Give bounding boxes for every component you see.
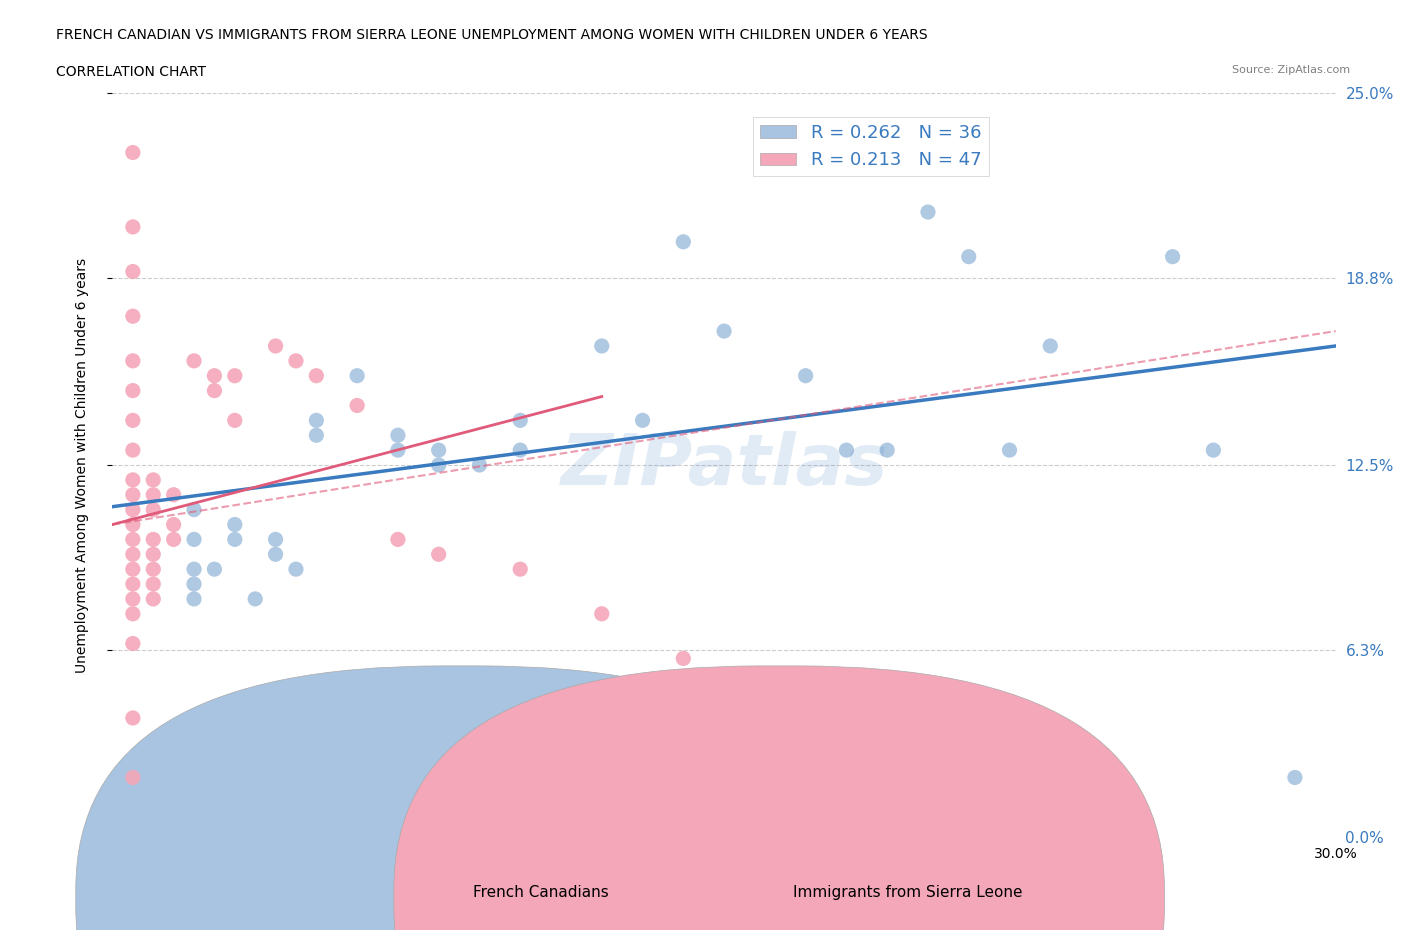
Point — [387, 443, 409, 458]
Point — [122, 562, 145, 577]
Point — [204, 562, 226, 577]
Point — [264, 339, 287, 353]
Point — [917, 711, 939, 725]
Point — [794, 368, 817, 383]
Point — [245, 591, 267, 606]
Point — [672, 651, 695, 666]
Point — [183, 591, 205, 606]
Point — [122, 219, 145, 234]
Point — [224, 517, 246, 532]
Point — [183, 577, 205, 591]
Point — [163, 517, 186, 532]
Point — [122, 770, 145, 785]
Point — [142, 532, 165, 547]
Point — [427, 547, 450, 562]
Point — [183, 502, 205, 517]
Text: Source: ZipAtlas.com: Source: ZipAtlas.com — [1232, 65, 1350, 75]
Point — [142, 547, 165, 562]
Point — [122, 353, 145, 368]
Point — [204, 368, 226, 383]
Point — [142, 562, 165, 577]
Text: ZIPatlas: ZIPatlas — [561, 431, 887, 499]
Point — [509, 443, 531, 458]
Point — [122, 517, 145, 532]
Point — [876, 443, 898, 458]
Point — [1202, 443, 1225, 458]
Point — [672, 234, 695, 249]
Point — [122, 443, 145, 458]
Text: CORRELATION CHART: CORRELATION CHART — [56, 65, 207, 79]
Point — [305, 428, 328, 443]
Point — [122, 577, 145, 591]
Text: French Canadians: French Canadians — [472, 884, 609, 899]
Point — [122, 145, 145, 160]
Point — [998, 443, 1021, 458]
Point — [427, 443, 450, 458]
Point — [122, 487, 145, 502]
Point — [427, 458, 450, 472]
Point — [122, 547, 145, 562]
Point — [224, 368, 246, 383]
Point — [122, 711, 145, 725]
Point — [387, 532, 409, 547]
Point — [346, 398, 368, 413]
FancyBboxPatch shape — [76, 666, 846, 930]
Point — [264, 532, 287, 547]
Point — [142, 487, 165, 502]
Point — [163, 487, 186, 502]
Point — [142, 577, 165, 591]
Point — [122, 472, 145, 487]
Point — [591, 606, 613, 621]
Text: FRENCH CANADIAN VS IMMIGRANTS FROM SIERRA LEONE UNEMPLOYMENT AMONG WOMEN WITH CH: FRENCH CANADIAN VS IMMIGRANTS FROM SIERR… — [56, 28, 928, 42]
Point — [122, 502, 145, 517]
FancyBboxPatch shape — [394, 666, 1164, 930]
Point — [509, 562, 531, 577]
Point — [122, 413, 145, 428]
Point — [305, 413, 328, 428]
Point — [204, 383, 226, 398]
Point — [122, 383, 145, 398]
Point — [183, 532, 205, 547]
Point — [835, 443, 858, 458]
Point — [631, 413, 654, 428]
Point — [264, 547, 287, 562]
Point — [1284, 770, 1306, 785]
Point — [917, 205, 939, 219]
Point — [305, 368, 328, 383]
Point — [713, 324, 735, 339]
Point — [224, 413, 246, 428]
Point — [183, 353, 205, 368]
Point — [346, 368, 368, 383]
Point — [163, 532, 186, 547]
Point — [122, 606, 145, 621]
Point — [387, 428, 409, 443]
Point — [122, 591, 145, 606]
Point — [183, 562, 205, 577]
Point — [468, 458, 491, 472]
Point — [142, 472, 165, 487]
Point — [122, 264, 145, 279]
Point — [509, 413, 531, 428]
Legend: R = 0.262   N = 36, R = 0.213   N = 47: R = 0.262 N = 36, R = 0.213 N = 47 — [754, 117, 988, 177]
Point — [284, 562, 308, 577]
Point — [122, 532, 145, 547]
Point — [591, 339, 613, 353]
Point — [122, 309, 145, 324]
Point — [142, 591, 165, 606]
Point — [142, 502, 165, 517]
Y-axis label: Unemployment Among Women with Children Under 6 years: Unemployment Among Women with Children U… — [75, 258, 89, 672]
Point — [957, 249, 980, 264]
Point — [284, 353, 308, 368]
Point — [1161, 249, 1184, 264]
Point — [1039, 339, 1062, 353]
Text: Immigrants from Sierra Leone: Immigrants from Sierra Leone — [793, 884, 1022, 899]
Point — [224, 532, 246, 547]
Point — [122, 636, 145, 651]
